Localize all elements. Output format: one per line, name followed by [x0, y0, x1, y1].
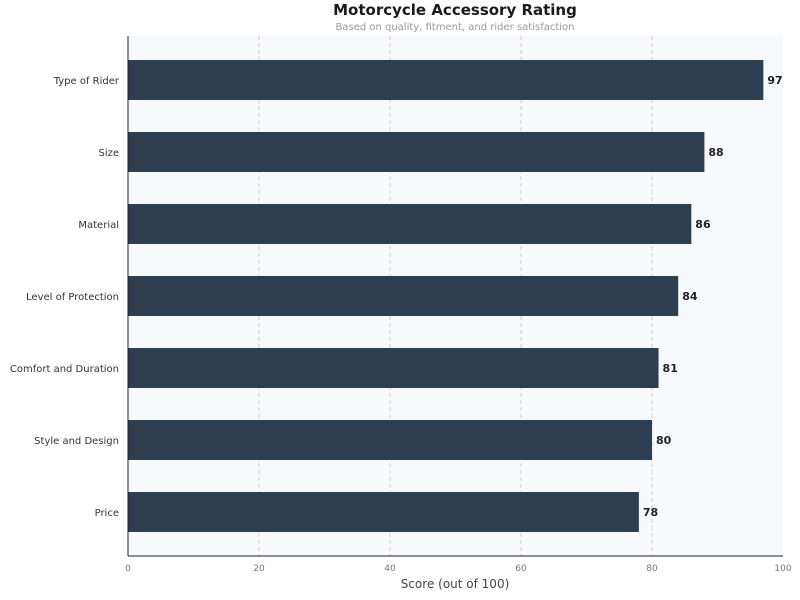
- data-label: 97: [767, 74, 782, 87]
- y-category-label: Style and Design: [34, 436, 119, 447]
- data-label: 81: [663, 362, 678, 375]
- bar: [128, 60, 764, 100]
- y-category-label: Size: [98, 148, 119, 159]
- y-category-label: Comfort and Duration: [10, 364, 119, 375]
- data-label: 86: [695, 218, 711, 231]
- data-label: 84: [682, 290, 698, 303]
- x-tick-label: 60: [515, 564, 527, 574]
- data-label: 80: [656, 434, 672, 447]
- y-category-label: Type of Rider: [53, 76, 120, 87]
- bar: [128, 204, 692, 244]
- chart-title: Motorcycle Accessory Rating: [333, 1, 577, 19]
- chart-subtitle: Based on quality, fitment, and rider sat…: [335, 22, 574, 33]
- x-tick-label: 100: [774, 564, 791, 574]
- x-tick-label: 40: [384, 564, 396, 574]
- x-tick-label: 0: [125, 564, 131, 574]
- bar: [128, 276, 679, 316]
- bar: [128, 132, 705, 172]
- data-label: 88: [708, 146, 723, 159]
- x-axis-label: Score (out of 100): [401, 577, 510, 591]
- y-category-label: Price: [95, 508, 119, 519]
- y-category-label: Level of Protection: [26, 292, 119, 303]
- bar: [128, 492, 639, 532]
- bar: [128, 420, 652, 460]
- x-tick-label: 80: [646, 564, 658, 574]
- data-label: 78: [643, 506, 658, 519]
- bar: [128, 348, 659, 388]
- y-category-label: Material: [78, 220, 119, 231]
- x-tick-label: 20: [253, 564, 265, 574]
